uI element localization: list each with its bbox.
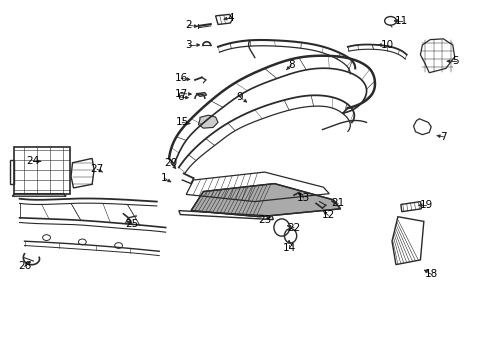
Text: 27: 27 bbox=[90, 164, 104, 174]
Text: 7: 7 bbox=[440, 132, 447, 142]
Text: 18: 18 bbox=[424, 269, 438, 279]
Text: 8: 8 bbox=[288, 60, 295, 70]
Text: 6: 6 bbox=[177, 92, 184, 102]
Text: 9: 9 bbox=[237, 92, 244, 102]
Text: 1: 1 bbox=[161, 173, 168, 183]
Text: 15: 15 bbox=[175, 117, 189, 127]
Text: 20: 20 bbox=[164, 158, 177, 168]
Polygon shape bbox=[191, 184, 341, 217]
Polygon shape bbox=[198, 115, 218, 128]
Bar bbox=[14, 147, 70, 194]
Text: 24: 24 bbox=[26, 156, 40, 166]
Text: 12: 12 bbox=[321, 210, 335, 220]
Text: 11: 11 bbox=[395, 16, 409, 26]
Text: 17: 17 bbox=[174, 89, 188, 99]
Text: 10: 10 bbox=[381, 40, 393, 50]
Text: 23: 23 bbox=[258, 215, 271, 225]
Text: 25: 25 bbox=[125, 219, 139, 229]
Text: 2: 2 bbox=[185, 20, 192, 30]
Text: 5: 5 bbox=[452, 56, 459, 66]
Text: 3: 3 bbox=[185, 40, 192, 50]
Polygon shape bbox=[196, 93, 207, 96]
Text: 14: 14 bbox=[282, 243, 296, 253]
Text: 21: 21 bbox=[331, 198, 345, 208]
Text: 26: 26 bbox=[18, 261, 31, 271]
Text: 16: 16 bbox=[174, 73, 188, 84]
Text: 22: 22 bbox=[287, 222, 301, 233]
Text: 19: 19 bbox=[419, 200, 433, 210]
Text: 13: 13 bbox=[297, 193, 311, 203]
Text: 4: 4 bbox=[227, 13, 234, 23]
